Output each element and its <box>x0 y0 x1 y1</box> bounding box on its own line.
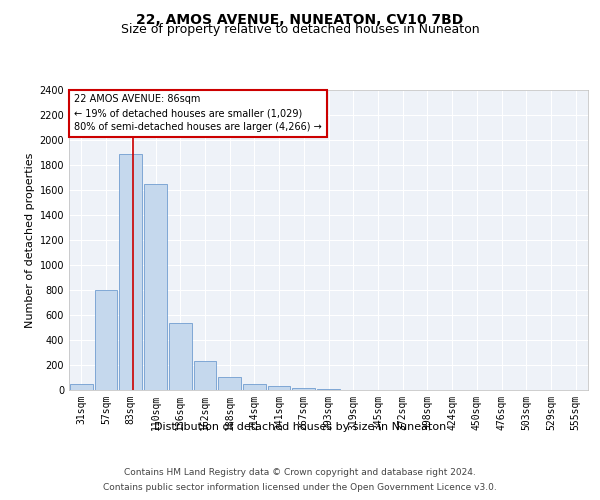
Bar <box>243 384 266 390</box>
Bar <box>268 386 290 390</box>
Bar <box>218 377 241 390</box>
Bar <box>292 388 315 390</box>
Text: Size of property relative to detached houses in Nuneaton: Size of property relative to detached ho… <box>121 22 479 36</box>
Text: Contains public sector information licensed under the Open Government Licence v3: Contains public sector information licen… <box>103 483 497 492</box>
Bar <box>194 361 216 390</box>
Bar <box>70 384 93 390</box>
Text: Contains HM Land Registry data © Crown copyright and database right 2024.: Contains HM Land Registry data © Crown c… <box>124 468 476 477</box>
Bar <box>144 184 167 390</box>
Text: 22 AMOS AVENUE: 86sqm
← 19% of detached houses are smaller (1,029)
80% of semi-d: 22 AMOS AVENUE: 86sqm ← 19% of detached … <box>74 94 322 132</box>
Bar <box>95 290 118 390</box>
Text: 22, AMOS AVENUE, NUNEATON, CV10 7BD: 22, AMOS AVENUE, NUNEATON, CV10 7BD <box>136 12 464 26</box>
Text: Distribution of detached houses by size in Nuneaton: Distribution of detached houses by size … <box>154 422 446 432</box>
Bar <box>119 154 142 390</box>
Bar <box>317 389 340 390</box>
Y-axis label: Number of detached properties: Number of detached properties <box>25 152 35 328</box>
Bar <box>169 323 191 390</box>
